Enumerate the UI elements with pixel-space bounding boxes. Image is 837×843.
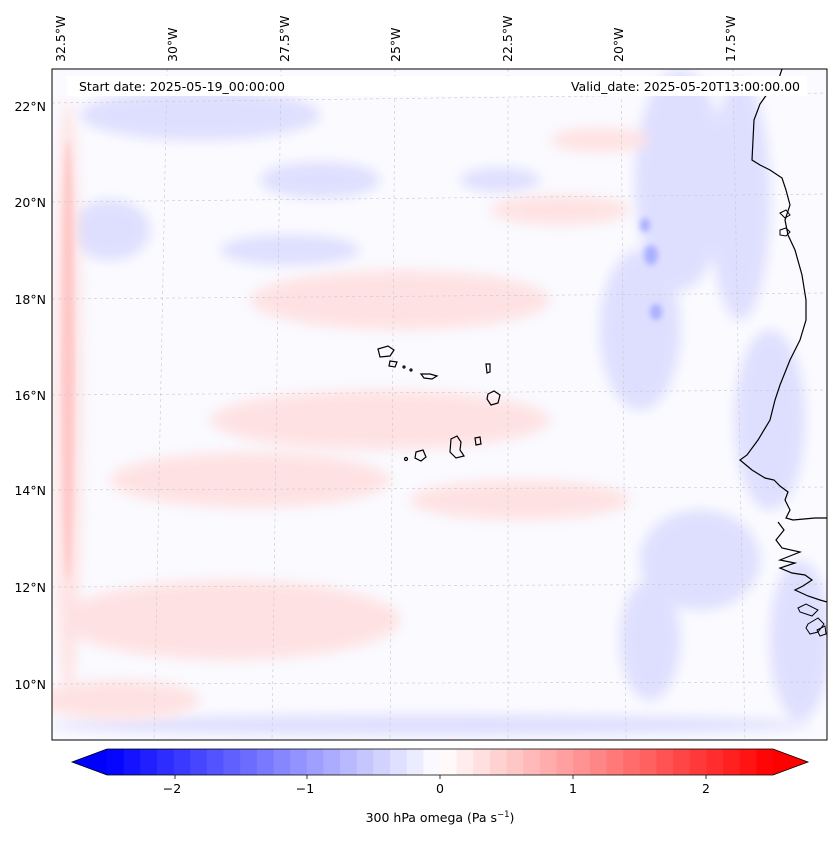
date-label-background bbox=[67, 76, 807, 96]
colorbar-tick-label: −1 bbox=[296, 781, 314, 796]
colorbar-cell bbox=[656, 749, 674, 775]
lat-label: 20°N bbox=[14, 195, 46, 210]
colorbar-cell bbox=[190, 749, 208, 775]
cape-verde-islands bbox=[377, 345, 501, 462]
colorbar-ticks bbox=[174, 775, 707, 779]
lat-label: 14°N bbox=[14, 483, 46, 498]
colorbar-label: 300 hPa omega (Pa s−1) bbox=[366, 810, 515, 825]
omega-strong-ascent-patches bbox=[640, 218, 662, 320]
colorbar-cell bbox=[573, 749, 591, 775]
colorbar-cell bbox=[290, 749, 308, 775]
colorbar-cell bbox=[523, 749, 541, 775]
colorbar-cell bbox=[240, 749, 258, 775]
start-date-label: Start date: 2025-05-19_00:00:00 bbox=[79, 79, 285, 94]
colorbar-cells bbox=[72, 749, 808, 775]
colorbar-cell bbox=[306, 749, 324, 775]
colorbar-label-text: 300 hPa omega (Pa s bbox=[366, 810, 497, 825]
african-coastline bbox=[739, 69, 827, 603]
colorbar-cell bbox=[689, 749, 707, 775]
colorbar-cell bbox=[406, 749, 424, 775]
lon-label: 27.5°W bbox=[277, 16, 292, 62]
colorbar-cell bbox=[440, 749, 458, 775]
colorbar-cell bbox=[639, 749, 657, 775]
colorbar-cell bbox=[340, 749, 358, 775]
colorbar-cell bbox=[506, 749, 524, 775]
colorbar-cell bbox=[556, 749, 574, 775]
colorbar-cell bbox=[140, 749, 158, 775]
colorbar-cell bbox=[606, 749, 624, 775]
colorbar-cell bbox=[206, 749, 224, 775]
colorbar-extend-max bbox=[773, 749, 808, 775]
omega-descent-patches bbox=[52, 100, 650, 720]
colorbar-outline bbox=[70, 748, 810, 776]
colorbar-cell bbox=[256, 749, 274, 775]
colorbar-tick-label: 2 bbox=[702, 781, 710, 796]
colorbar-cell bbox=[473, 749, 491, 775]
colorbar-tick-labels: −2 −1 0 1 2 bbox=[163, 781, 710, 796]
colorbar-cell bbox=[273, 749, 291, 775]
omega-ascent-patches bbox=[52, 70, 827, 735]
colorbar-cell bbox=[323, 749, 341, 775]
lat-label: 16°N bbox=[14, 388, 46, 403]
lat-label: 12°N bbox=[14, 580, 46, 595]
colorbar-cell bbox=[173, 749, 191, 775]
coastline-inlet bbox=[779, 209, 791, 237]
colorbar-cell bbox=[390, 749, 408, 775]
lon-label: 30°W bbox=[165, 27, 180, 62]
lon-label: 32.5°W bbox=[53, 16, 68, 62]
lon-label: 20°W bbox=[611, 27, 626, 62]
colorbar-cell bbox=[723, 749, 741, 775]
colorbar-cell bbox=[756, 749, 774, 775]
colorbar: −2 −1 0 1 2 300 hPa omega (Pa s−1) bbox=[70, 748, 810, 825]
colorbar-tick-label: 1 bbox=[569, 781, 577, 796]
lat-label: 10°N bbox=[14, 677, 46, 692]
colorbar-cell bbox=[589, 749, 607, 775]
colorbar-extend-min bbox=[72, 749, 107, 775]
latitude-labels: 22°N 20°N 18°N 16°N 14°N 12°N 10°N bbox=[14, 99, 46, 692]
colorbar-cell bbox=[356, 749, 374, 775]
colorbar-cell bbox=[489, 749, 507, 775]
lon-label: 22.5°W bbox=[500, 16, 515, 62]
map-gridlines bbox=[52, 69, 827, 740]
colorbar-cell bbox=[156, 749, 174, 775]
lon-label: 25°W bbox=[388, 27, 403, 62]
colorbar-cell bbox=[623, 749, 641, 775]
colorbar-cell bbox=[223, 749, 241, 775]
lat-label: 18°N bbox=[14, 292, 46, 307]
colorbar-cell bbox=[107, 749, 125, 775]
longitude-labels: 32.5°W 30°W 27.5°W 25°W 22.5°W 20°W 17.5… bbox=[53, 16, 738, 62]
omega-strong-descent-strip bbox=[62, 140, 74, 580]
colorbar-cell bbox=[123, 749, 141, 775]
colorbar-tick-label: 0 bbox=[436, 781, 444, 796]
colorbar-cell bbox=[373, 749, 391, 775]
lon-label: 17.5°W bbox=[723, 16, 738, 62]
colorbar-cell bbox=[739, 749, 757, 775]
colorbar-cell bbox=[706, 749, 724, 775]
map-frame bbox=[51, 68, 828, 741]
colorbar-cell bbox=[423, 749, 441, 775]
map-panel bbox=[52, 69, 827, 740]
colorbar-label-close: ) bbox=[510, 810, 515, 825]
lat-label: 22°N bbox=[14, 99, 46, 114]
colorbar-cell bbox=[456, 749, 474, 775]
colorbar-label-exponent: −1 bbox=[497, 810, 510, 820]
valid-date-label: Valid_date: 2025-05-20T13:00:00.00 bbox=[571, 79, 800, 94]
colorbar-cell bbox=[539, 749, 557, 775]
colorbar-cell bbox=[673, 749, 691, 775]
coastline-detail bbox=[797, 603, 827, 637]
colorbar-tick-label: −2 bbox=[163, 781, 181, 796]
